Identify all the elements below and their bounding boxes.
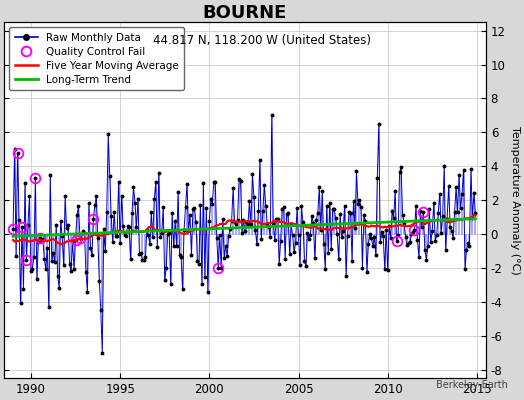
Legend: Raw Monthly Data, Quality Control Fail, Five Year Moving Average, Long-Term Tren: Raw Monthly Data, Quality Control Fail, … [9, 27, 184, 90]
Title: BOURNE: BOURNE [203, 4, 287, 22]
Text: 44.817 N, 118.200 W (United States): 44.817 N, 118.200 W (United States) [153, 34, 371, 47]
Y-axis label: Temperature Anomaly (°C): Temperature Anomaly (°C) [510, 126, 520, 274]
Text: Berkeley Earth: Berkeley Earth [436, 380, 508, 390]
